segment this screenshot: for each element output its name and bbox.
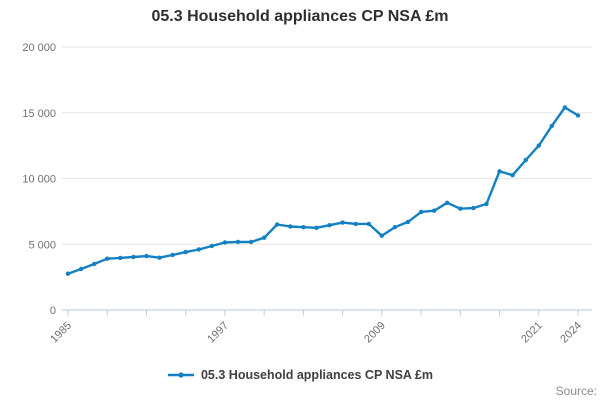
data-point[interactable] <box>432 208 437 213</box>
data-point[interactable] <box>235 239 241 245</box>
x-tick-label: 2021 <box>519 320 545 346</box>
data-point[interactable] <box>65 271 71 276</box>
legend-item[interactable]: 05.3 Household appliances CP NSA £m <box>167 368 433 382</box>
x-tick-label: 1985 <box>48 320 74 346</box>
legend-marker <box>178 372 184 378</box>
source-label: Source: <box>555 384 597 398</box>
data-point[interactable] <box>562 105 568 110</box>
data-point[interactable] <box>144 253 149 259</box>
data-point[interactable] <box>458 206 463 211</box>
data-point[interactable] <box>183 249 188 255</box>
data-point[interactable] <box>196 247 201 252</box>
x-axis-ticks <box>67 310 579 316</box>
data-point[interactable] <box>314 225 319 230</box>
data-point[interactable] <box>131 254 136 260</box>
data-point[interactable] <box>575 113 581 118</box>
series-markers[interactable] <box>65 105 581 276</box>
x-tick-label: 1997 <box>205 320 231 346</box>
data-point[interactable] <box>327 223 332 228</box>
data-point[interactable] <box>275 222 280 227</box>
data-point[interactable] <box>222 240 228 245</box>
data-point[interactable] <box>78 266 84 272</box>
x-tick-label: 2024 <box>558 320 584 346</box>
data-point[interactable] <box>366 221 371 227</box>
data-point[interactable] <box>392 225 398 230</box>
data-point[interactable] <box>484 201 489 207</box>
y-tick-label: 5 000 <box>28 239 56 251</box>
data-point[interactable] <box>157 255 162 260</box>
y-tick-label: 0 <box>50 305 56 317</box>
data-point[interactable] <box>170 252 175 258</box>
data-point[interactable] <box>471 205 476 211</box>
data-point[interactable] <box>105 256 110 261</box>
y-gridlines <box>62 46 592 245</box>
data-point[interactable] <box>248 239 254 245</box>
data-point[interactable] <box>497 169 502 174</box>
data-point[interactable] <box>301 225 306 230</box>
data-point[interactable] <box>118 255 123 261</box>
data-point[interactable] <box>418 209 424 215</box>
y-tick-label: 15 000 <box>22 108 56 120</box>
data-point[interactable] <box>288 224 293 229</box>
series-line[interactable] <box>66 106 580 275</box>
data-point[interactable] <box>445 200 450 205</box>
y-tick-label: 10 000 <box>22 174 56 186</box>
data-point[interactable] <box>92 261 97 267</box>
data-point[interactable] <box>405 219 411 225</box>
legend-label: 05.3 Household appliances CP NSA £m <box>200 368 434 382</box>
x-tick-label: 2009 <box>362 320 388 346</box>
legend-swatch-icon <box>167 372 194 378</box>
data-point[interactable] <box>523 157 528 163</box>
chart-title: 05.3 Household appliances CP NSA £m <box>151 8 449 25</box>
line-chart: 1985 1997 2009 2021 2024 0 5 000 10 000 15 000 20… <box>22 42 592 346</box>
y-axis-labels: 0 5 000 10 000 15 000 20 000 <box>22 42 56 317</box>
data-point[interactable] <box>262 235 267 240</box>
data-point[interactable] <box>340 220 345 225</box>
data-point[interactable] <box>353 221 358 227</box>
y-tick-label: 20 000 <box>22 42 56 54</box>
data-point[interactable] <box>379 233 384 238</box>
data-point[interactable] <box>549 123 554 129</box>
data-point[interactable] <box>536 143 541 148</box>
x-axis-labels: 1985 1997 2009 2021 2024 <box>48 320 584 346</box>
data-point[interactable] <box>510 173 515 178</box>
data-point[interactable] <box>209 243 214 249</box>
